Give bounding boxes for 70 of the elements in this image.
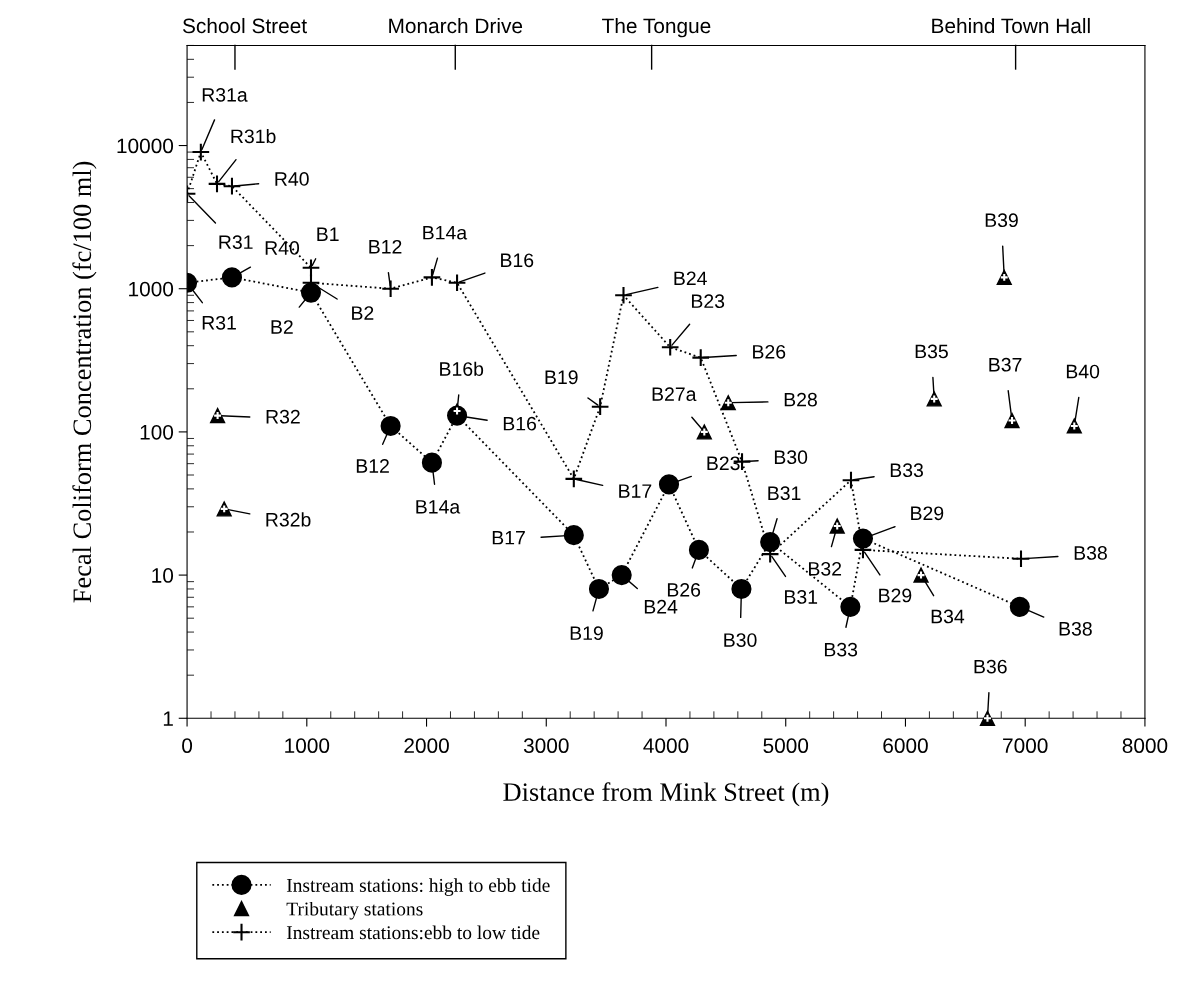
annotation: B2: [352, 306, 374, 320]
annotation: B23: [707, 456, 740, 471]
annotation: B2: [271, 320, 293, 334]
annotation: B1: [317, 227, 339, 241]
annotation: R31: [219, 235, 253, 250]
annotation: R32b: [266, 512, 311, 527]
annotation: R40: [265, 241, 300, 255]
annotation: B38: [1074, 546, 1107, 560]
annotation: B19: [545, 370, 578, 385]
annotation: B26: [753, 344, 786, 359]
annotation: B37: [989, 357, 1022, 372]
x-tick-label: 3000: [523, 738, 569, 754]
text: School Street: [182, 17, 307, 34]
x-axis-title: Distance from Mink Street (m): [503, 782, 829, 807]
x-tick-label: 2000: [404, 738, 449, 754]
annotation: B14a: [416, 500, 461, 514]
x-tick-label: 6000: [883, 738, 928, 754]
annotation: B29: [879, 588, 912, 603]
annotation: B33: [824, 642, 858, 657]
annotation: R31b: [231, 128, 276, 144]
annotation: B30: [724, 633, 757, 647]
annotation: R31a: [202, 87, 248, 102]
y-tick-label: 100: [140, 424, 174, 440]
text: Behind Town Hall: [932, 17, 1090, 34]
annotation: B27a: [652, 387, 697, 402]
annotation: B29: [911, 506, 944, 521]
x-tick-label: 0: [182, 738, 193, 754]
annotation: B38: [1059, 621, 1092, 636]
annotation: B36: [974, 659, 1007, 674]
annotation: B16b: [440, 361, 484, 376]
annotation: B24: [644, 599, 678, 614]
annotation: R31: [202, 315, 236, 330]
legend-label: Tributary stations: [286, 901, 423, 920]
x-tick-label: 8000: [1122, 738, 1168, 754]
y-axis-title: Fecal Coliform Concentration (fc/100 ml): [72, 161, 97, 603]
text: The Tongue: [602, 17, 711, 38]
annotation: B24: [674, 271, 707, 286]
annotation: B26: [667, 582, 701, 597]
annotation: B16: [501, 253, 534, 268]
y-tick-label: 10000: [117, 138, 174, 154]
annotation: B16: [503, 416, 537, 431]
annotation: R32: [266, 409, 300, 424]
annotation: B12: [369, 239, 402, 254]
x-tick-label: 5000: [763, 738, 809, 754]
annotation: B17: [619, 484, 652, 498]
legend-label: Instream stations: high to ebb tide: [286, 878, 550, 896]
annotation: R40: [275, 172, 309, 186]
annotation: B14a: [423, 225, 468, 240]
y-tick-label: 1000: [129, 281, 174, 297]
legend-label: Instream stations:ebb to low tide: [286, 925, 540, 940]
annotation: B19: [570, 626, 603, 641]
annotation: B32: [809, 561, 842, 576]
annotation: B30: [774, 450, 808, 465]
annotation: B35: [915, 344, 948, 359]
annotation: B40: [1066, 364, 1100, 379]
annotation: B34: [931, 609, 965, 624]
annotation: B31: [785, 590, 818, 604]
annotation: B39: [985, 213, 1018, 228]
annotation: B33: [890, 463, 923, 478]
y-tick-label: 10: [152, 568, 174, 583]
x-tick-label: 7000: [1003, 738, 1048, 754]
annotation: B17: [492, 530, 525, 545]
x-tick-label: 1000: [285, 738, 330, 754]
annotation: B28: [784, 392, 817, 407]
annotation: B31: [768, 486, 801, 501]
annotation: B12: [356, 459, 389, 473]
annotation: B23: [691, 294, 725, 309]
text: Monarch Drive: [389, 17, 523, 34]
y-tick-label: 1: [163, 711, 173, 726]
x-tick-label: 4000: [643, 738, 689, 754]
